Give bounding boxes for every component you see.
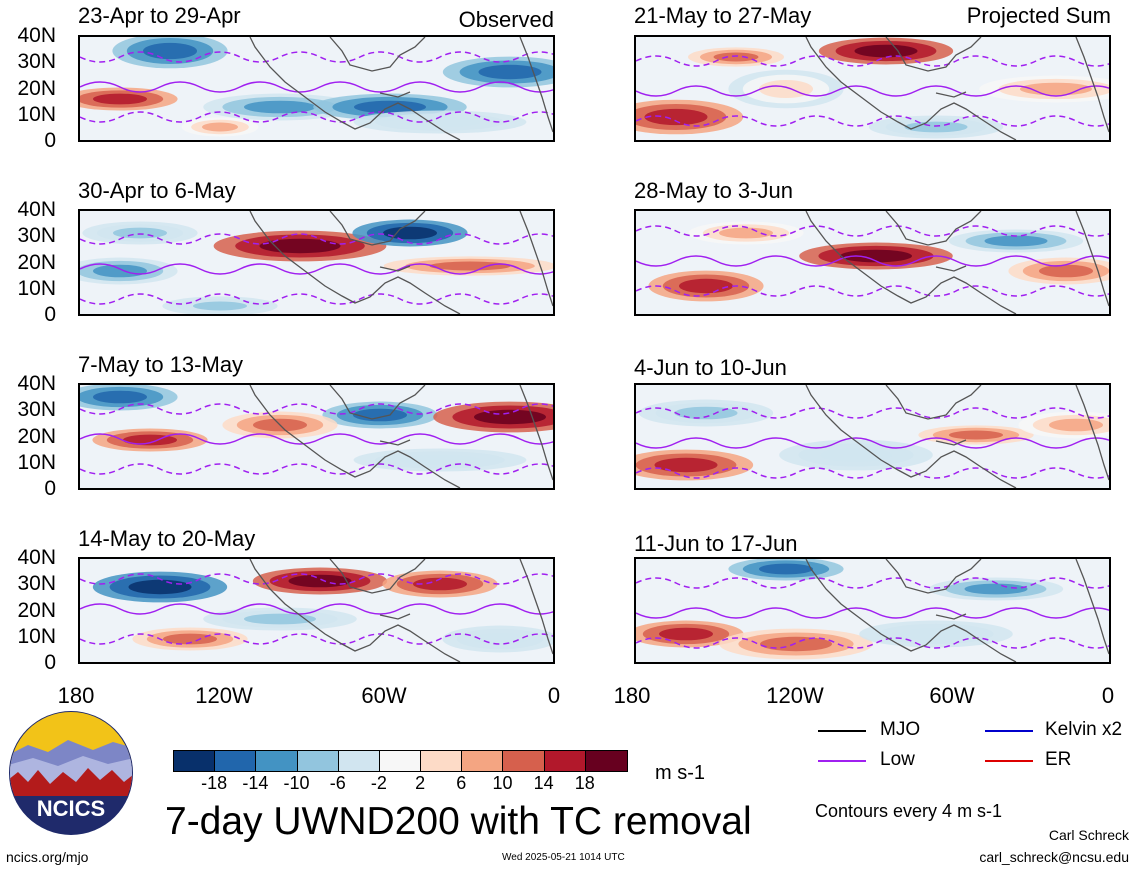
lat-label: 0 [44,303,56,326]
wind-anomaly-field [636,559,1109,662]
legend-label-low: Low [880,749,915,770]
map-panel [634,35,1111,142]
colorbar-cell [215,751,257,771]
lon-label: 120W [195,683,253,708]
colorbar-units: m s-1 [655,762,705,784]
lon-label: 180 [613,683,651,708]
colorbar-cell [379,751,422,771]
wind-anomaly-field [80,211,553,314]
lat-label: 0 [44,129,56,152]
ncics-logo: NCICS [8,710,134,836]
footer-site: ncics.org/mjo [6,849,89,865]
map-panel [78,383,555,490]
panel-title: 7-May to 13-May [78,352,244,377]
panel-corner-label: Observed [458,7,554,32]
lat-label: 30N [17,572,56,596]
legend-line-low [818,760,866,762]
colorbar [173,750,628,772]
wind-anomaly-field [636,385,1109,488]
logo-text: NCICS [37,796,105,821]
lat-label: 40N [17,546,56,569]
lon-label: 60W [361,683,407,708]
lat-label: 0 [44,477,56,500]
colorbar-label: 14 [533,773,554,793]
lon-label: 120W [766,683,824,708]
lon-label: 0 [547,683,561,708]
panel-corner-label: Projected Sum [966,3,1111,28]
map-panel [634,209,1111,316]
lat-label: 20N [17,424,56,448]
colorbar-label: -10 [283,773,310,793]
panel-title: 11-Jun to 17-Jun [634,531,798,556]
colorbar-label: 10 [492,773,513,793]
legend-line-er [985,760,1033,762]
footer-author: Carl Schreck [1048,827,1129,843]
legend-label-er: ER [1045,749,1072,770]
wind-anomaly-field [636,37,1109,140]
legend-line-mjo [818,730,866,732]
colorbar-cell [338,751,380,771]
map-panel [634,557,1111,664]
panel-title: 28-May to 3-Jun [634,178,793,203]
lat-label: 20N [17,598,56,622]
colorbar-cell [503,751,545,771]
panel-title: 21-May to 27-May [634,3,812,28]
lat-label: 10N [17,624,56,648]
colorbar-cell [297,751,339,771]
colorbar-label: -14 [242,773,269,793]
lat-label: 30N [17,50,56,74]
colorbar-label: -6 [329,773,346,793]
lon-label: 180 [57,683,95,708]
lat-label: 20N [17,76,56,100]
lat-label: 10N [17,450,56,474]
panel-title: 23-Apr to 29-Apr [78,3,241,28]
colorbar-cell [544,751,586,771]
wind-anomaly-field [80,37,553,140]
colorbar-cell [421,751,463,771]
map-panel [634,383,1111,490]
wind-anomaly-field [636,211,1109,314]
map-panel [78,209,555,316]
colorbar-label: 18 [574,773,595,793]
lat-label: 30N [17,224,56,248]
lat-label: 30N [17,398,56,422]
wind-anomaly-field [80,385,553,488]
lat-label: 20N [17,250,56,274]
lat-label: 0 [44,651,56,674]
legend-line-kelvin [985,730,1033,732]
legend-label-kelvin: Kelvin x2 [1045,719,1123,740]
panel-title: 4-Jun to 10-Jun [634,355,787,380]
lat-label: 40N [17,24,56,47]
wind-anomaly-field [80,559,553,662]
lat-label: 10N [17,102,56,126]
footer-timestamp: Wed 2025-05-21 1014 UTC [502,852,625,863]
legend-label-mjo: MJO [880,719,921,740]
panel-title: 30-Apr to 6-May [78,178,236,203]
colorbar-cell [174,751,216,771]
main-title: 7-day UWND200 with TC removal [165,800,752,843]
colorbar-label: 2 [415,773,426,793]
lat-label: 10N [17,276,56,300]
map-panel [78,557,555,664]
colorbar-cell [462,751,504,771]
colorbar-cell [256,751,298,771]
colorbar-label: 6 [456,773,467,793]
map-panel [78,35,555,142]
lon-label: 0 [1101,683,1115,708]
panel-title: 14-May to 20-May [78,526,256,551]
colorbar-label: -2 [370,773,387,793]
colorbar-label: -18 [201,773,228,793]
lat-label: 40N [17,372,56,395]
lon-label: 60W [929,683,975,708]
footer-email: carl_schreck@ncsu.edu [979,849,1129,865]
lat-label: 40N [17,198,56,221]
contour-note: Contours every 4 m s-1 [815,801,1003,821]
colorbar-cell [585,751,627,771]
